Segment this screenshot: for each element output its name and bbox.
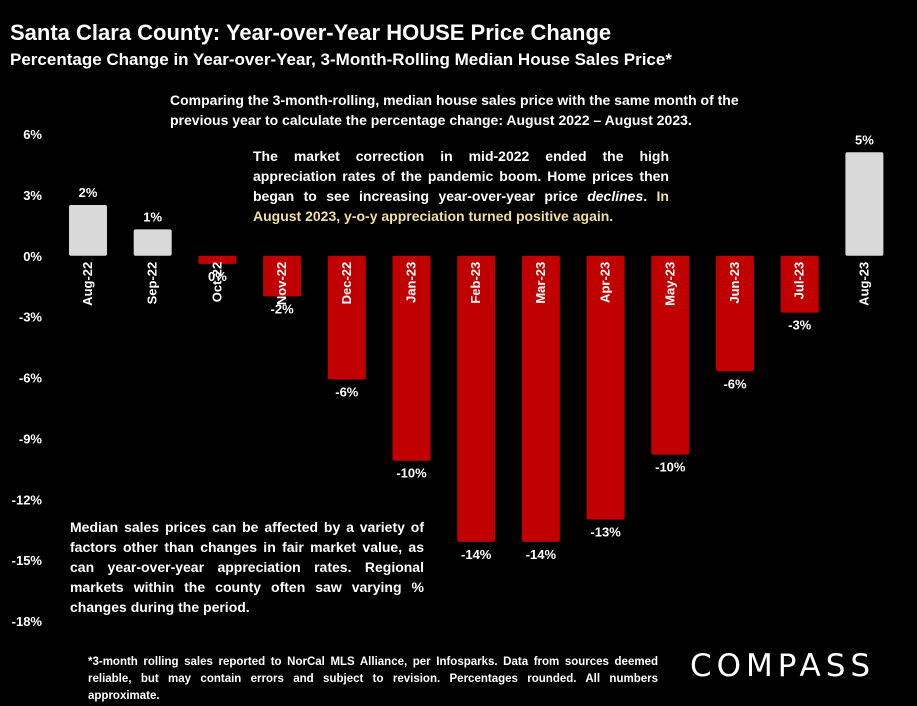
category-label: Feb-23 [468, 262, 483, 304]
y-tick-label: -12% [12, 492, 43, 507]
y-tick-label: -3% [19, 310, 43, 325]
category-label: Jun-23 [727, 262, 742, 304]
top-note: Comparing the 3-month-rolling, median ho… [170, 92, 739, 128]
category-label: Oct-22 [209, 262, 224, 302]
y-tick-label: 0% [23, 249, 42, 264]
data-label: -10% [655, 460, 686, 475]
mid-note-emphasis: declines [587, 188, 644, 204]
compass-logo: COMPASS [690, 648, 876, 684]
category-label: Dec-22 [339, 262, 354, 305]
bar-jul-23 [780, 255, 819, 313]
category-label: May-23 [662, 262, 677, 306]
bar-mar-23 [521, 255, 560, 542]
y-tick-label: -6% [19, 371, 43, 386]
chart-title: Santa Clara County: Year-over-Year HOUSE… [10, 20, 612, 45]
mid-note-highlight: In August 2023, y-o-y appreciation turne… [253, 188, 669, 224]
category-label: Aug-23 [856, 262, 871, 306]
data-label: -2% [271, 301, 295, 316]
data-label: 5% [855, 132, 874, 147]
bottom-note: Median sales prices can be affected by a… [70, 519, 424, 615]
data-label: -3% [788, 318, 812, 333]
mid-note-period: . [643, 188, 648, 204]
data-label: -10% [396, 466, 427, 481]
category-label: Nov-22 [274, 262, 289, 305]
data-label: -13% [590, 525, 621, 540]
mid-note-text: The market correction in mid-2022 ended … [253, 148, 669, 204]
data-label: -6% [723, 376, 747, 391]
bar-nov-22 [263, 255, 302, 297]
bar-feb-23 [457, 255, 496, 542]
y-tick-label: -15% [12, 553, 43, 568]
category-label: Jul-23 [792, 262, 807, 300]
y-tick-label: -9% [19, 431, 43, 446]
y-tick-label: 6% [23, 127, 42, 142]
bar-apr-23 [586, 255, 625, 520]
chart-subtitle: Percentage Change in Year-over-Year, 3-M… [10, 50, 672, 69]
bar-dec-22 [327, 255, 366, 380]
y-tick-label: -18% [12, 614, 43, 629]
category-label: Sep-22 [145, 262, 160, 305]
y-tick-label: 3% [23, 188, 42, 203]
mid-note: The market correction in mid-2022 ended … [253, 146, 669, 226]
category-label: Apr-23 [598, 262, 613, 303]
bar-sep-22 [133, 229, 172, 256]
category-label: Aug-22 [80, 262, 95, 306]
data-label: -6% [335, 385, 359, 400]
category-label: Jan-23 [404, 262, 419, 303]
footnote: *3-month rolling sales reported to NorCa… [88, 656, 658, 702]
data-label: 2% [79, 185, 98, 200]
bar-oct-22 [198, 255, 237, 264]
category-label: Mar-23 [533, 262, 548, 304]
bar-aug-23 [845, 152, 884, 256]
bar-jun-23 [716, 255, 754, 372]
data-label: 1% [143, 209, 162, 224]
bar-aug-22 [69, 205, 107, 256]
data-label: 0% [208, 269, 227, 284]
data-label: -14% [461, 547, 492, 562]
bar-may-23 [651, 255, 690, 455]
bar-jan-23 [392, 255, 431, 461]
data-label: -14% [526, 547, 557, 562]
